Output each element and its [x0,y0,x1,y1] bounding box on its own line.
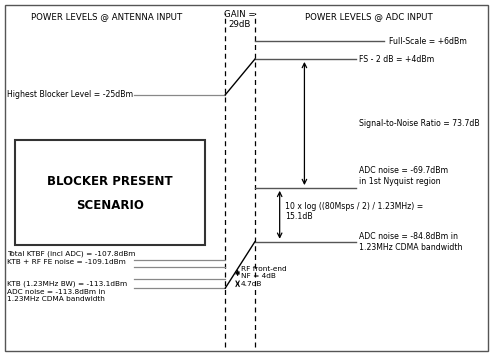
Text: 4.7dB: 4.7dB [241,281,262,287]
Text: ADC noise = -84.8dBm in
1.23MHz CDMA bandwidth: ADC noise = -84.8dBm in 1.23MHz CDMA ban… [359,232,462,252]
Text: FS - 2 dB = +4dBm: FS - 2 dB = +4dBm [359,54,434,64]
Text: Highest Blocker Level = -25dBm: Highest Blocker Level = -25dBm [7,90,134,100]
Text: KTB (1.23MHz BW) = -113.1dBm: KTB (1.23MHz BW) = -113.1dBm [7,280,128,287]
Text: KTB + RF FE noise = -109.1dBm: KTB + RF FE noise = -109.1dBm [7,259,126,265]
Text: ADC noise = -69.7dBm
in 1st Nyquist region: ADC noise = -69.7dBm in 1st Nyquist regi… [359,166,448,186]
Text: Total KTBF (incl ADC) = -107.8dBm: Total KTBF (incl ADC) = -107.8dBm [7,250,136,257]
Text: BLOCKER PRESENT: BLOCKER PRESENT [48,175,173,188]
Text: POWER LEVELS @ ANTENNA INPUT: POWER LEVELS @ ANTENNA INPUT [31,13,182,21]
Text: 10 x log ((80Msps / 2) / 1.23MHz) =
15.1dB: 10 x log ((80Msps / 2) / 1.23MHz) = 15.1… [285,202,423,221]
FancyBboxPatch shape [5,5,488,351]
Text: Signal-to-Noise Ratio = 73.7dB: Signal-to-Noise Ratio = 73.7dB [359,119,480,128]
Text: Full-Scale = +6dBm: Full-Scale = +6dBm [389,37,466,46]
Text: RF front-end
NF = 4dB: RF front-end NF = 4dB [241,266,287,280]
Text: GAIN =
29dB: GAIN = 29dB [224,10,255,29]
FancyBboxPatch shape [15,140,205,245]
Text: ADC noise = -113.8dBm in
1.23MHz CDMA bandwidth: ADC noise = -113.8dBm in 1.23MHz CDMA ba… [7,289,105,302]
Text: SCENARIO: SCENARIO [76,199,144,212]
Text: POWER LEVELS @ ADC INPUT: POWER LEVELS @ ADC INPUT [305,13,433,21]
